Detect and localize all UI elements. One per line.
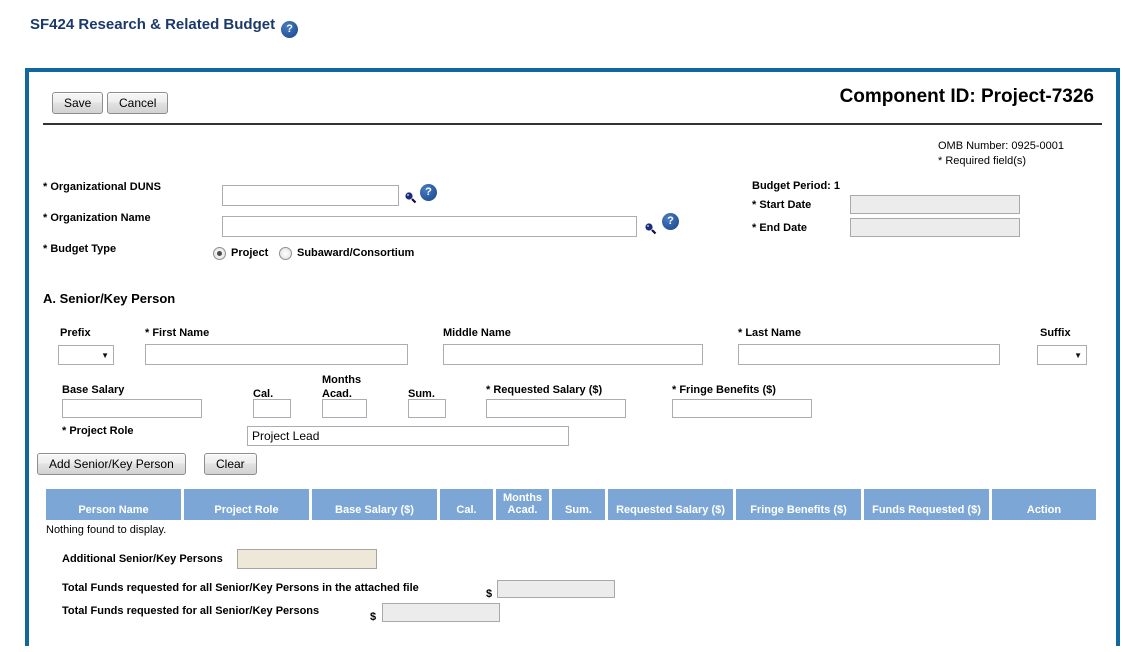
additional-persons-input[interactable] [237,549,377,569]
project-role-input[interactable] [247,426,569,446]
sum-label: Sum. [408,388,435,400]
section-a-heading: A. Senior/Key Person [43,291,176,306]
col-requested-salary: Requested Salary ($) [608,489,733,520]
search-icon[interactable] [404,191,417,204]
col-person-name: Person Name [46,489,181,520]
requested-salary-label: * Requested Salary ($) [486,384,603,396]
org-name-label: * Organization Name [43,212,151,224]
component-id: Component ID: Project-7326 [839,86,1094,107]
col-months-acad: Months Acad. [496,489,549,520]
total-all-persons-label: Total Funds requested for all Senior/Key… [62,605,320,617]
total-all-persons-input [382,603,500,622]
start-date-input [850,195,1020,214]
cancel-button[interactable]: Cancel [107,92,169,114]
suffix-select[interactable]: ▼ [1037,345,1087,365]
help-icon[interactable]: ? [420,184,437,201]
project-role-label: * Project Role [62,425,134,437]
org-duns-input[interactable] [222,185,399,206]
help-icon[interactable]: ? [281,21,299,38]
last-name-input[interactable] [738,344,1000,365]
radio-project-label: Project [231,247,269,259]
first-name-label: * First Name [145,327,210,339]
form-panel: Save Cancel Component ID: Project-7326 O… [25,68,1120,646]
middle-name-input[interactable] [443,344,703,365]
help-icon[interactable]: ? [662,213,679,230]
suffix-label: Suffix [1040,327,1071,339]
org-name-input[interactable] [222,216,637,237]
months-acad-label: Months Acad. [322,374,362,400]
required-note: * Required field(s) [938,155,1027,167]
col-cal: Cal. [440,489,493,520]
months-acad-input[interactable] [322,399,367,418]
radio-subaward-label: Subaward/Consortium [297,247,415,259]
additional-persons-label: Additional Senior/Key Persons [62,553,223,565]
omb-number: OMB Number: 0925-0001 [938,140,1064,152]
dollar-sign: $ [486,588,493,600]
table-empty-message: Nothing found to display. [46,524,167,536]
total-attached-file-input [497,580,615,598]
budget-period-label: Budget Period: 1 [752,180,841,192]
cal-input[interactable] [253,399,291,418]
fringe-benefits-label: * Fringe Benefits ($) [672,384,776,396]
start-date-label: * Start Date [752,199,812,211]
col-project-role: Project Role [184,489,309,520]
radio-project[interactable] [213,247,226,260]
prefix-select[interactable]: ▼ [58,345,114,365]
clear-button[interactable]: Clear [204,453,257,475]
col-fringe-benefits: Fringe Benefits ($) [736,489,861,520]
total-attached-file-label: Total Funds requested for all Senior/Key… [62,582,419,594]
base-salary-label: Base Salary [62,384,125,396]
page-title-text: SF424 Research & Related Budget [30,16,276,33]
add-senior-key-person-button[interactable]: Add Senior/Key Person [37,453,186,475]
fringe-benefits-input[interactable] [672,399,812,418]
senior-key-person-table-header: Person Name Project Role Base Salary ($)… [46,489,1096,520]
col-sum: Sum. [552,489,605,520]
page-title: SF424 Research & Related Budget? [30,16,299,38]
prefix-label: Prefix [60,327,91,339]
middle-name-label: Middle Name [443,327,511,339]
col-base-salary: Base Salary ($) [312,489,437,520]
divider [43,123,1102,125]
dollar-sign: $ [370,611,377,623]
col-action: Action [992,489,1096,520]
save-button[interactable]: Save [52,92,104,114]
requested-salary-input[interactable] [486,399,626,418]
chevron-down-icon: ▼ [1074,351,1082,360]
radio-subaward[interactable] [279,247,292,260]
cal-label: Cal. [253,388,274,400]
first-name-input[interactable] [145,344,408,365]
end-date-input [850,218,1020,237]
chevron-down-icon: ▼ [101,351,109,360]
org-duns-label: * Organizational DUNS [43,181,161,193]
end-date-label: * End Date [752,222,808,234]
last-name-label: * Last Name [738,327,801,339]
search-icon[interactable] [644,222,657,235]
budget-type-label: * Budget Type [43,243,117,255]
base-salary-input[interactable] [62,399,202,418]
col-funds-requested: Funds Requested ($) [864,489,989,520]
omb-block: OMB Number: 0925-0001 * Required field(s… [938,139,1064,169]
sum-input[interactable] [408,399,446,418]
